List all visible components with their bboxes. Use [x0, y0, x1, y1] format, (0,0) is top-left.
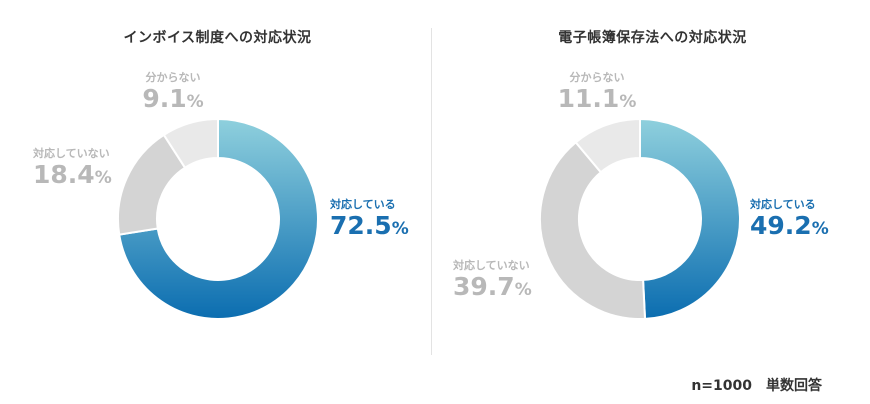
value-number: 72.5 [330, 211, 392, 240]
label-value: 49.2% [750, 211, 829, 244]
donut-chart-invoice [117, 117, 319, 320]
label-value: 11.1% [557, 84, 637, 117]
label-responding: 対応している 72.5% [330, 198, 409, 244]
label-name: 対応していない [453, 259, 530, 272]
chart-panel-e-book: 電子帳簿保存法への対応状況 対応している 49.2% 対応していない 39.7%… [435, 0, 870, 404]
slice-unknown [574, 117, 641, 174]
label-name: 分からない [569, 71, 625, 84]
percent-unit: % [391, 219, 409, 239]
value-number: 39.7 [453, 272, 515, 301]
percent-unit: % [514, 280, 532, 300]
label-not-responding: 対応していない 18.4% [33, 147, 112, 193]
label-responding: 対応している 49.2% [750, 198, 829, 244]
label-value: 18.4% [33, 160, 112, 193]
slice-responding [118, 117, 319, 320]
percent-unit: % [811, 219, 829, 239]
percent-unit: % [94, 168, 112, 188]
label-value: 72.5% [330, 211, 409, 244]
percent-unit: % [186, 92, 204, 112]
label-unknown: 分からない 9.1% [138, 71, 208, 117]
label-name: 対応していない [33, 147, 110, 160]
chart-title: 電子帳簿保存法への対応状況 [558, 30, 747, 46]
label-value: 39.7% [453, 272, 532, 305]
percent-unit: % [619, 92, 637, 112]
donut-chart-e-book [539, 117, 741, 320]
panel-divider [431, 28, 432, 355]
label-name: 対応している [330, 198, 396, 211]
value-number: 18.4 [33, 160, 95, 189]
label-name: 対応している [750, 198, 816, 211]
slice-unknown [162, 117, 219, 170]
sample-size-note: n=1000 単数回答 [691, 378, 822, 394]
label-not-responding: 対応していない 39.7% [453, 259, 532, 305]
label-unknown: 分からない 11.1% [557, 71, 637, 117]
slice-not-responding [539, 140, 647, 320]
chart-title: インボイス制度への対応状況 [123, 30, 312, 46]
value-number: 49.2 [750, 211, 812, 240]
label-value: 9.1% [138, 84, 208, 117]
value-number: 9.1 [142, 84, 187, 113]
chart-panel-invoice: インボイス制度への対応状況 対応している 72.5% 対応していない 18.4%… [33, 30, 409, 320]
value-number: 11.1 [557, 84, 620, 113]
label-name: 分からない [145, 71, 201, 84]
slice-responding [639, 117, 741, 320]
